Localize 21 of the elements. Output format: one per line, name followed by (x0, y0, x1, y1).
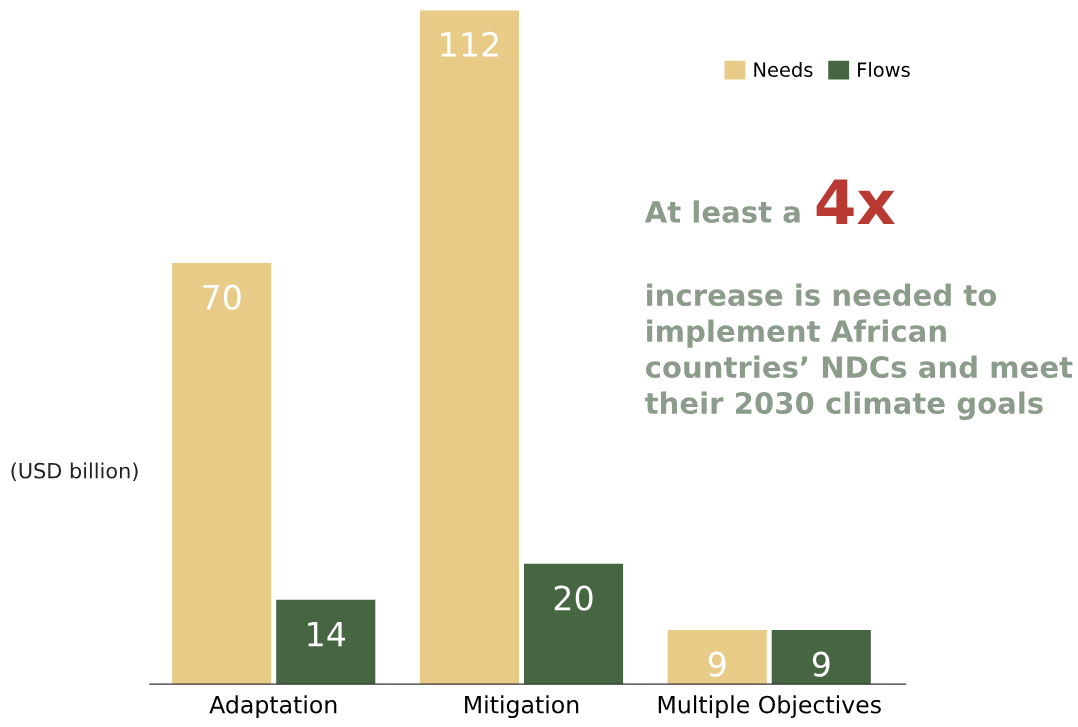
annotation: increase is needed to implement African countries’ NDCs and meet their 2030 climate goals (645, 283, 1073, 420)
bar (172, 262, 272, 685)
bar (419, 10, 520, 685)
bar (276, 599, 376, 685)
data-label: 20 (554, 585, 593, 611)
annotation: 4x (816, 179, 895, 225)
x-tick-label: Multiple Objectives (658, 695, 881, 719)
x-tick-label: Adaptation (209, 695, 337, 719)
data-label: 14 (308, 621, 346, 647)
data-label: 9 (708, 651, 726, 677)
y-axis-title: (USD billion) (11, 462, 138, 482)
annotation: At least a (644, 200, 800, 223)
bar (771, 629, 871, 685)
bar (667, 629, 767, 685)
x-tick-label: Mitigation (465, 695, 579, 719)
legend-label: Flows (858, 61, 910, 78)
data-label: 112 (441, 31, 498, 57)
data-label: 70 (203, 284, 241, 310)
data-label: 9 (812, 651, 830, 677)
legend-label: Needs (754, 61, 813, 78)
bar (523, 563, 624, 685)
